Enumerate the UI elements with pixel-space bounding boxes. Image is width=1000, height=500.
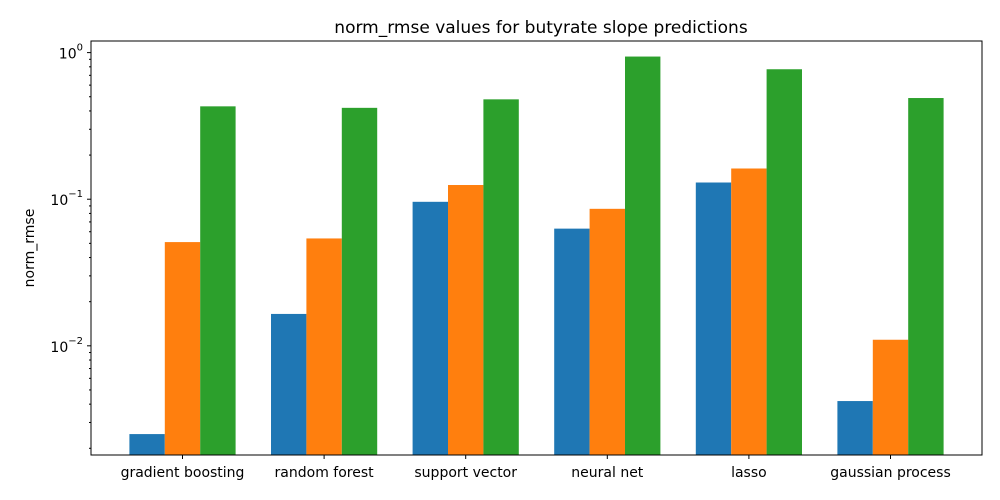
- x-axis-ticks: gradient boosting random forest support ve…: [121, 455, 951, 481]
- bar-3-gaussian-process: [908, 98, 944, 455]
- y-tick-label: 10−1: [50, 189, 83, 209]
- chart-title: norm_rmse values for butyrate slope pred…: [334, 18, 748, 38]
- bars-group: [129, 56, 944, 456]
- x-tick-label: neural net: [571, 465, 644, 481]
- y-axis-label: norm_rmse: [22, 209, 38, 288]
- x-tick-label: gaussian process: [830, 465, 951, 481]
- x-tick-label: support vector: [414, 465, 517, 481]
- bar-1-random-forest: [271, 313, 307, 455]
- bar-1-lasso: [695, 182, 732, 455]
- x-tick-label: lasso: [731, 465, 767, 481]
- y-tick-label: 100: [59, 43, 83, 63]
- bar-2-neural-net: [589, 208, 625, 455]
- bar-2-lasso: [731, 168, 767, 455]
- y-axis-ticks: 10−2 10−1 100: [50, 43, 91, 449]
- bar-2-gradient-boosting: [164, 242, 201, 455]
- plot-frame: [90, 40, 983, 456]
- x-tick-label: random forest: [275, 465, 375, 481]
- bar-3-random-forest: [341, 107, 378, 455]
- bar-2-random-forest: [306, 238, 342, 455]
- bar-1-gaussian-process: [837, 401, 873, 455]
- x-tick-label: gradient boosting: [121, 465, 245, 481]
- bar-1-neural-net: [554, 228, 590, 455]
- bar-2-support-vector: [448, 185, 484, 455]
- bar-3-gradient-boosting: [200, 106, 236, 455]
- bar-3-lasso: [766, 69, 802, 455]
- bar-2-gaussian-process: [872, 339, 909, 455]
- y-tick-label: 10−2: [50, 336, 83, 356]
- bar-1-support-vector: [412, 201, 448, 455]
- bar-3-support-vector: [483, 99, 519, 455]
- bar-3-neural-net: [625, 56, 661, 456]
- bar-1-gradient-boosting: [129, 434, 165, 455]
